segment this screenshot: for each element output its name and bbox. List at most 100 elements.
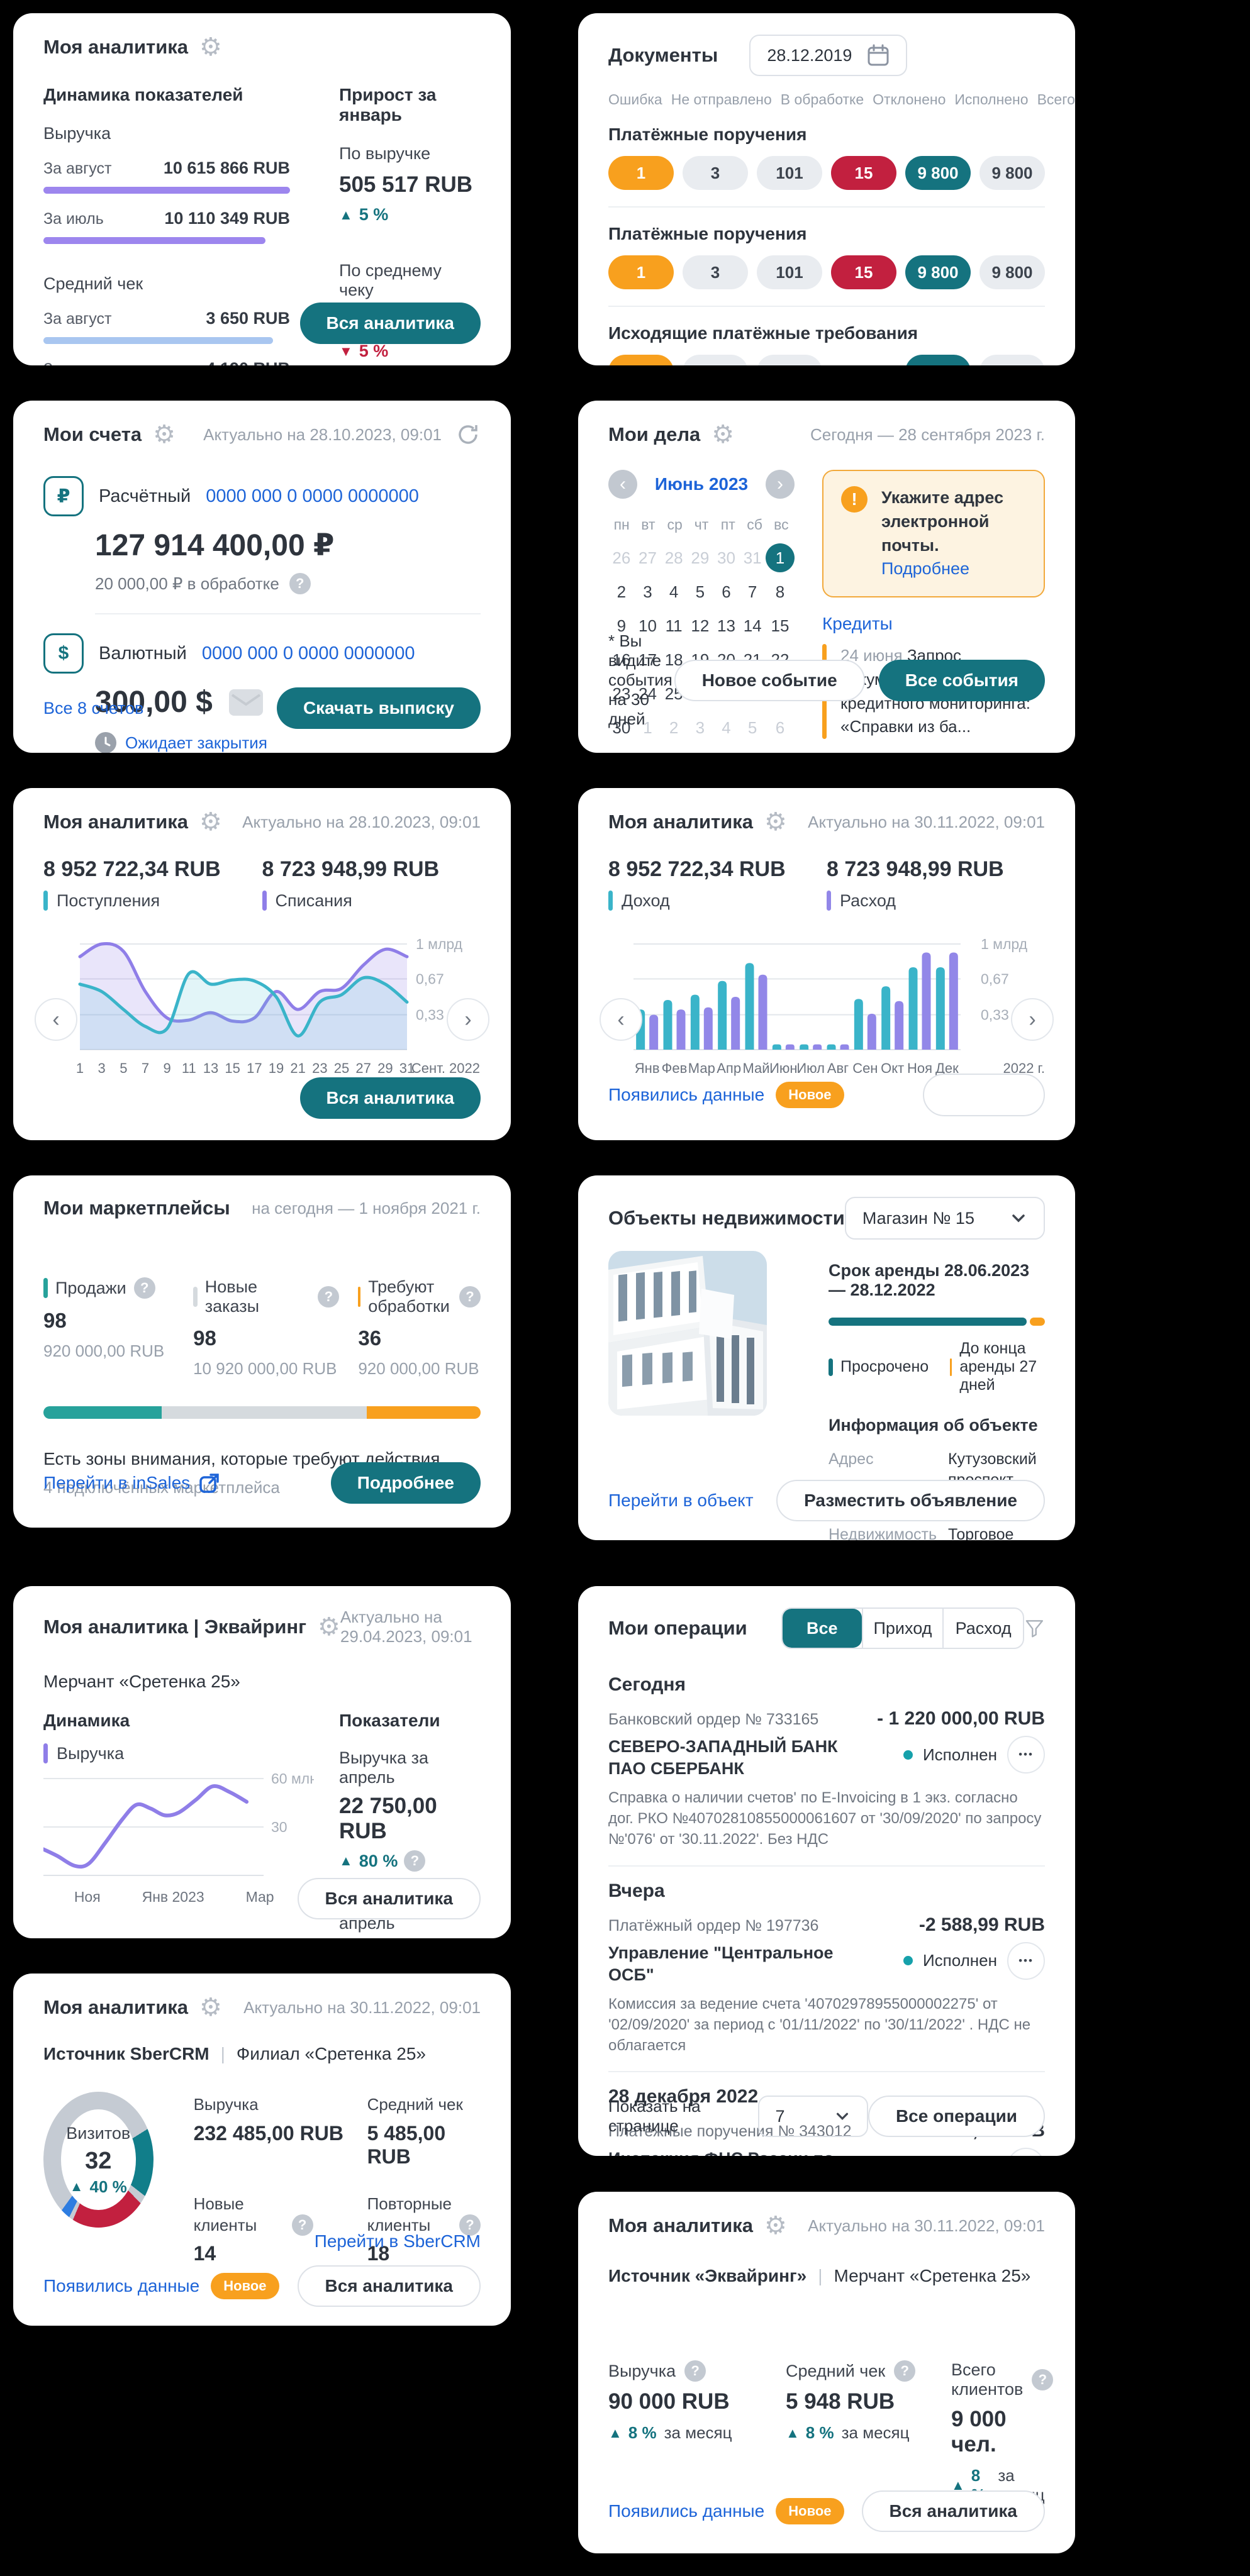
calendar-day[interactable]: 8 [775,582,785,601]
go-to-insales-link[interactable]: Перейти в inSales [43,1472,220,1494]
gear-icon[interactable]: ⚙ [318,1613,340,1641]
month-label[interactable]: Июнь 2023 [654,474,749,494]
calendar-day[interactable]: 27 [639,548,657,567]
credits-section-link[interactable]: Кредиты [822,614,893,634]
help-icon[interactable]: ? [894,2360,916,2382]
all-analytics-button[interactable]: Вся аналитика [297,2265,481,2307]
filter-icon[interactable] [1024,1615,1045,1641]
help-icon[interactable]: ? [289,573,311,594]
object-select[interactable]: Магазин № 15 [844,1197,1045,1240]
calendar-day[interactable]: 10 [639,616,657,635]
calendar-day[interactable]: 4 [722,718,731,737]
tab-income[interactable]: Приход [861,1609,942,1648]
help-icon[interactable]: ? [404,1850,426,1872]
calendar-day[interactable]: 31 [743,548,762,567]
calendar-day[interactable]: 29 [691,548,710,567]
all-analytics-button[interactable]: Вся аналитика [299,1077,481,1119]
calendar-day[interactable]: 1 [643,718,652,737]
skeleton-button[interactable] [923,1074,1045,1116]
tab-all[interactable]: Все [782,1609,862,1648]
calendar-day[interactable]: 12 [691,616,710,635]
account-number-link[interactable]: 0000 000 0 0000 0000000 [206,486,419,506]
go-to-sbercrm-link[interactable]: Перейти в SberCRM [314,2231,481,2251]
more-actions-button[interactable]: ••• [1007,1941,1045,1980]
prev-month-button[interactable]: ‹ [608,470,637,499]
gear-icon[interactable]: ⚙ [764,2212,787,2240]
calendar-day[interactable]: 6 [722,582,731,601]
operation-row[interactable]: Платёжный ордер № 197736 -2 588,99 RUB Уп… [608,1914,1045,2057]
calendar-day[interactable]: 2 [669,718,679,737]
calendar-day[interactable]: 6 [775,718,785,737]
calendar-day[interactable]: 26 [612,548,631,567]
updated-at: Актуально на 30.11.2022, 09:01 [243,1997,481,2017]
help-icon[interactable]: ? [684,2360,706,2382]
chart-next-button[interactable]: › [1011,998,1054,1041]
details-button[interactable]: Подробнее [330,1462,481,1504]
calendar-day[interactable]: 2 [617,582,627,601]
gear-icon[interactable]: ⚙ [199,33,222,61]
more-actions-button[interactable]: ••• [1007,2148,1045,2156]
alert-more-link[interactable]: Подробнее [881,559,970,579]
operation-row[interactable]: Банковский ордер № 733165 - 1 220 000,00 … [608,1708,1045,1850]
all-accounts-link[interactable]: Все 8 счетов [43,698,144,718]
calendar-day[interactable]: 30 [612,718,631,737]
calendar-day[interactable]: 24 [639,684,657,703]
calendar-day[interactable]: 4 [669,582,679,601]
help-icon[interactable]: ? [459,2214,481,2236]
chart-prev-button[interactable]: ‹ [600,998,642,1041]
calendar-day[interactable]: 5 [747,718,757,737]
help-icon[interactable]: ? [459,1286,481,1307]
calendar-day[interactable]: 1 [766,543,795,572]
new-event-button[interactable]: Новое событие [674,659,865,701]
calendar-day[interactable]: 13 [717,616,735,635]
help-icon[interactable]: ? [133,1277,155,1299]
footnote: * Вы видите события на 30 дней [608,631,672,728]
calendar-day[interactable]: 30 [717,548,735,567]
all-analytics-button[interactable]: Вся аналитика [299,303,481,344]
calendar-day[interactable]: 11 [665,616,683,635]
pending-close-link[interactable]: Ожидает закрытия [125,733,267,752]
help-icon[interactable]: ? [318,1286,340,1307]
metric-sub: 10 920 000,00 RUB [193,1359,337,1378]
new-data-link[interactable]: Появились данные [608,2501,765,2521]
calendar-day[interactable]: 3 [695,718,705,737]
help-icon[interactable]: ? [291,2214,313,2236]
card-title: Моя аналитика [43,811,189,833]
gear-icon[interactable]: ⚙ [764,808,787,836]
tab-expense[interactable]: Расход [942,1609,1023,1648]
help-icon[interactable]: ? [1032,2369,1054,2390]
all-events-button[interactable]: Все события [878,659,1045,701]
gear-icon[interactable]: ⚙ [153,421,176,448]
calendar-day[interactable]: 9 [617,616,627,635]
col-header: Не отправлено [671,91,772,108]
per-page-select[interactable]: 7 [757,2096,868,2137]
gear-icon[interactable]: ⚙ [711,421,735,448]
go-to-object-link[interactable]: Перейти в объект [608,1491,754,1510]
calendar-day[interactable]: 16 [612,650,631,669]
new-data-link[interactable]: Появились данные [608,1085,765,1104]
refresh-icon[interactable] [455,422,481,447]
download-statement-button[interactable]: Скачать выписку [276,687,481,729]
date-picker[interactable]: 28.12.2019 [749,35,908,76]
calendar-day[interactable]: 17 [639,650,657,669]
calendar-day[interactable]: 14 [743,616,762,635]
gear-icon[interactable]: ⚙ [199,1994,222,2021]
account-number-link[interactable]: 0000 000 0 0000 0000000 [201,643,415,663]
all-operations-button[interactable]: Все операции [868,2096,1045,2137]
all-analytics-button[interactable]: Вся аналитика [297,1878,481,1919]
next-month-button[interactable]: › [765,470,795,499]
calendar-day[interactable]: 5 [695,582,705,601]
chart-prev-button[interactable]: ‹ [35,998,77,1041]
post-listing-button[interactable]: Разместить объявление [776,1480,1045,1521]
gear-icon[interactable]: ⚙ [199,808,222,836]
chart-next-button[interactable]: › [447,998,489,1041]
all-analytics-button[interactable]: Вся аналитика [861,2490,1045,2532]
calendar-day[interactable]: 28 [664,548,683,567]
more-actions-button[interactable]: ••• [1007,1736,1045,1774]
calendar-day[interactable]: 23 [612,684,631,703]
calendar-day[interactable]: 7 [747,582,757,601]
calendar-day[interactable]: 3 [643,582,652,601]
calendar-day[interactable]: 15 [771,616,790,635]
status-dot [903,1750,913,1760]
new-data-link[interactable]: Появились данные [43,2276,200,2296]
